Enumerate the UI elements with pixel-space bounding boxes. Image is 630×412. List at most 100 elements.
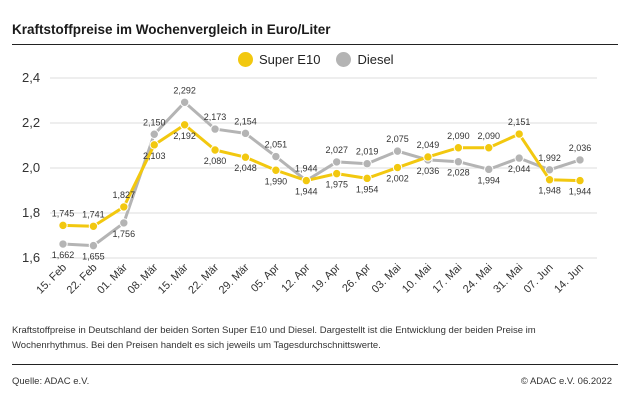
data-point-super [575, 175, 585, 186]
data-point-super [453, 143, 464, 153]
x-tick-label: 15. Mär [156, 261, 191, 296]
data-point-diesel [484, 164, 494, 175]
x-tick-label: 10. Mai [400, 262, 434, 296]
x-tick-label: 03. Mai [370, 262, 404, 296]
data-point-diesel [149, 129, 159, 139]
data-label-super: 2,151 [508, 117, 531, 127]
x-tick-label: 12. Apr [279, 261, 312, 294]
x-tick-label: 05. Apr [249, 261, 282, 294]
data-point-diesel [332, 157, 342, 167]
data-label-diesel: 2,154 [234, 116, 257, 126]
x-tick-label: 22. Feb [65, 262, 100, 297]
data-point-diesel [88, 240, 99, 251]
data-point-diesel [240, 128, 251, 139]
data-label-super: 2,080 [204, 156, 227, 166]
data-point-diesel [179, 97, 190, 108]
data-point-diesel [210, 124, 220, 134]
data-label-super: 2,090 [477, 131, 500, 141]
x-tick-label: 14. Jun [552, 262, 586, 296]
legend-swatch-diesel [336, 52, 352, 67]
data-label-super: 2,002 [386, 174, 409, 184]
data-label-super: 2,090 [447, 131, 470, 141]
y-tick-label: 2,2 [22, 115, 40, 130]
data-label-diesel: 2,027 [325, 145, 348, 155]
data-label-super: 2,049 [417, 140, 440, 150]
data-point-diesel [362, 159, 372, 169]
data-label-diesel: 2,051 [265, 140, 288, 150]
data-point-super [149, 140, 159, 150]
top-rule [12, 44, 618, 45]
data-label-super: 2,048 [234, 163, 257, 173]
data-point-super [301, 175, 311, 186]
x-tick-label: 29. Mär [217, 261, 252, 296]
y-tick-label: 1,8 [22, 205, 40, 220]
chart-title: Kraftstoffpreise im Wochenvergleich in E… [12, 22, 331, 37]
legend: Super E10 Diesel [238, 52, 410, 67]
series-line-super [62, 123, 581, 228]
copyright-note: © ADAC e.V. 06.2022 [520, 376, 612, 387]
data-point-diesel [392, 146, 403, 156]
data-point-super [210, 145, 220, 155]
x-tick-label: 31. Mai [491, 262, 525, 296]
data-point-diesel [119, 218, 129, 228]
data-label-diesel: 1,756 [113, 229, 136, 239]
data-point-super [88, 221, 99, 231]
x-tick-label: 24. Mai [461, 262, 495, 296]
data-label-super: 1,990 [265, 176, 288, 186]
data-label-super: 2,192 [173, 131, 196, 141]
data-point-super [271, 165, 281, 175]
data-label-diesel: 1,994 [477, 175, 500, 185]
data-point-diesel [453, 157, 464, 167]
x-tick-label: 26. Apr [340, 261, 373, 294]
data-label-super: 1,954 [356, 184, 379, 194]
chart-caption: Kraftstoffpreise in Deutschland der beid… [12, 325, 536, 351]
series-line-diesel [62, 100, 581, 248]
data-point-diesel [544, 165, 555, 175]
data-label-super: 2,103 [143, 151, 166, 161]
data-label-diesel: 2,019 [356, 147, 379, 157]
source-note: Quelle: ADAC e.V. [12, 376, 90, 387]
data-point-super [240, 152, 251, 162]
data-point-super [119, 202, 129, 212]
x-tick-label: 22. Mär [186, 261, 221, 296]
y-tick-label: 2,4 [22, 70, 40, 85]
x-tick-label: 17. Mai [430, 262, 464, 296]
data-label-super: 1,745 [52, 208, 75, 218]
data-label-diesel: 1,662 [52, 250, 75, 260]
y-tick-label: 2,0 [22, 160, 40, 175]
data-point-super [179, 120, 190, 130]
x-tick-label: 01. Mär [95, 261, 130, 296]
data-point-super [423, 152, 433, 162]
legend-item-diesel: Diesel [336, 52, 394, 67]
data-point-super [484, 143, 494, 153]
legend-label-diesel: Diesel [357, 52, 394, 67]
data-label-diesel: 1,992 [538, 153, 561, 163]
data-point-diesel [514, 153, 524, 163]
data-point-diesel [271, 151, 281, 162]
data-label-diesel: 1,655 [82, 252, 105, 262]
data-label-super: 1,827 [113, 190, 136, 200]
data-point-super [58, 220, 68, 231]
x-tick-label: 19. Apr [310, 261, 343, 294]
data-label-diesel: 1,944 [295, 187, 318, 197]
x-tick-label: 07. Jun [522, 262, 556, 296]
data-point-super [514, 129, 524, 139]
x-tick-label: 15. Feb [34, 262, 69, 297]
legend-swatch-super [238, 52, 253, 67]
data-point-super [362, 173, 372, 184]
data-point-diesel [58, 239, 68, 249]
data-label-diesel: 2,028 [447, 168, 470, 178]
x-tick-label: 08. Mär [125, 261, 160, 296]
data-point-super [544, 175, 555, 185]
data-point-diesel [575, 155, 585, 165]
data-label-super: 1,944 [295, 164, 318, 174]
data-label-diesel: 2,075 [386, 134, 409, 144]
data-label-super: 1,741 [82, 209, 105, 219]
legend-label-super: Super E10 [259, 52, 321, 67]
data-label-super: 1,975 [325, 180, 348, 190]
data-label-diesel: 2,036 [569, 143, 592, 153]
data-label-diesel: 2,150 [143, 117, 166, 127]
data-label-diesel: 2,036 [417, 166, 440, 176]
data-label-super: 1,948 [538, 186, 561, 196]
